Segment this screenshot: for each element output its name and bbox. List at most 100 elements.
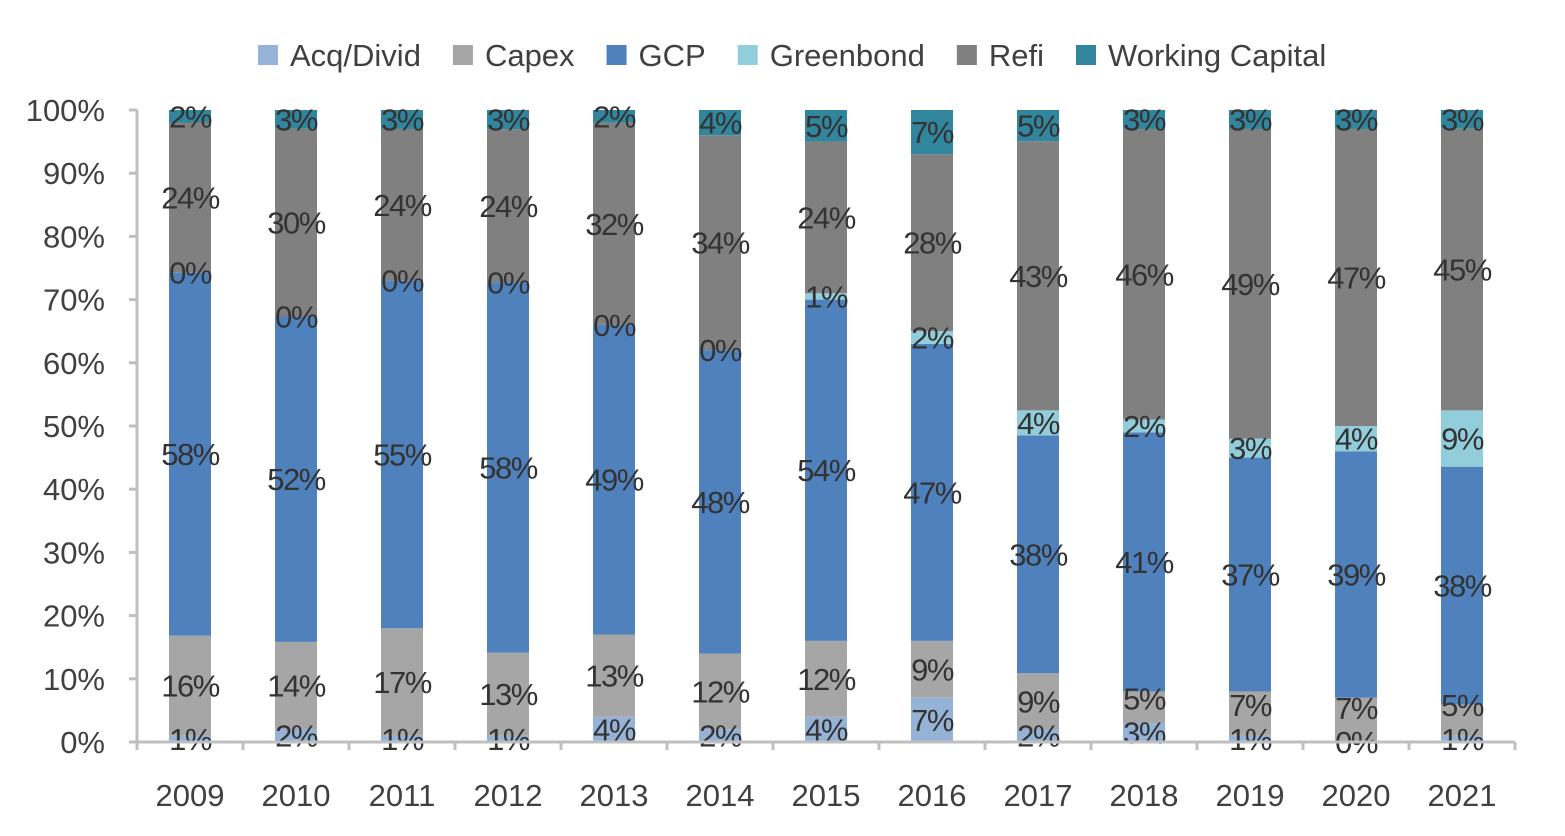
bar-segment-greenbond xyxy=(1441,410,1483,467)
y-tick-label: 40% xyxy=(43,472,105,507)
x-tick-label: 2019 xyxy=(1216,778,1285,813)
legend-item: Refi xyxy=(956,38,1044,73)
bar-segment-gcp xyxy=(169,272,211,636)
bar-segment-capex xyxy=(593,634,635,717)
data-label: 3% xyxy=(1123,716,1166,751)
bar-segment-refi xyxy=(1123,128,1165,420)
bar-stack-2015: 4%12%54%1%24%5% xyxy=(797,109,857,748)
bar-stack-2021: 1%5% 38% 9% 45% 3% xyxy=(1433,102,1493,757)
y-tick-label: 90% xyxy=(43,156,105,191)
data-label: 38% xyxy=(1009,537,1067,572)
bar-segment-working-capital xyxy=(1441,110,1483,129)
bar-segment-gcp xyxy=(275,316,317,642)
legend-item: Greenbond xyxy=(737,38,925,73)
bar-segment-capex xyxy=(1017,673,1059,730)
data-label: 4% xyxy=(699,106,742,141)
data-label: 49% xyxy=(585,463,643,498)
data-label: 3% xyxy=(1441,102,1484,137)
legend-label: Greenbond xyxy=(770,38,925,73)
data-label: 58% xyxy=(479,450,537,485)
data-label: 3% xyxy=(275,102,318,137)
bar-segment-capex xyxy=(487,652,529,736)
bars: 1% 16% 58% 0% 24% 2% 2% 14% 52% 0% 30% 3% 1% 17% 55% 0%… xyxy=(161,99,1493,760)
y-tick-label: 70% xyxy=(43,283,105,318)
data-label: 47% xyxy=(1327,260,1385,295)
data-label: 2% xyxy=(593,99,636,134)
data-label: 28% xyxy=(903,226,961,261)
data-label: 12% xyxy=(691,674,749,709)
data-label: 1% xyxy=(381,722,424,757)
legend-item: GCP xyxy=(606,38,706,73)
data-label: 3% xyxy=(381,102,424,137)
bar-segment-gcp xyxy=(1441,466,1483,705)
data-label: 5% xyxy=(805,109,848,144)
bar-stack-2012: 1% 13% 58% 0% 24% 3% xyxy=(479,103,539,757)
data-label: 16% xyxy=(161,669,219,704)
bar-stack-2010: 2% 14% 52% 0% 30% 3% xyxy=(267,102,327,753)
bar-segment-gcp xyxy=(1017,435,1059,674)
bar-stack-2013: 4%13%49%0%32%2% xyxy=(585,99,645,747)
data-label: 37% xyxy=(1221,558,1279,593)
bar-segment-refi xyxy=(1441,128,1483,411)
legend: Acq/Divid Capex GCP Greenbond Refi Working Ca… xyxy=(258,38,1326,73)
bar-segment-working-capital xyxy=(593,110,635,123)
data-label: 2% xyxy=(1017,719,1060,754)
legend-label: Capex xyxy=(485,38,575,73)
bar-segment-gcp xyxy=(593,324,635,635)
y-axis: 0% 10% 20% 30% 40% 50% 60% 70% 80% 90% 100% xyxy=(26,93,139,760)
x-tick-label: 2010 xyxy=(262,778,331,813)
x-axis: 2009 2010 2011 2012 2013 2014 2015 2016 2017 2018… xyxy=(135,740,1517,813)
bar-segment-acq-divid xyxy=(275,729,317,742)
bar-segment-acq-divid xyxy=(699,729,741,742)
x-tick-label: 2011 xyxy=(369,778,436,813)
bar-segment-refi xyxy=(1335,128,1377,426)
data-label: 17% xyxy=(373,665,431,700)
bar-segment-capex xyxy=(1123,691,1165,724)
data-label: 24% xyxy=(479,189,537,224)
data-label: 0% xyxy=(593,308,636,343)
bar-segment-capex xyxy=(911,640,953,698)
data-label: 9% xyxy=(911,652,954,687)
bar-stack-2014: 2% 12% 48% 0% 34% 4% xyxy=(691,106,751,754)
data-label: 52% xyxy=(267,462,325,497)
bar-stack-2019: 1%7% 37% 3% 49% 3% xyxy=(1221,102,1281,756)
bar-segment-working-capital xyxy=(1017,110,1059,142)
data-label: 2% xyxy=(911,321,954,356)
bar-segment-working-capital xyxy=(911,110,953,155)
x-tick-label: 2013 xyxy=(580,778,649,813)
bar-segment-acq-divid xyxy=(805,716,847,742)
data-label: 1% xyxy=(1441,722,1484,757)
data-label: 7% xyxy=(1335,691,1378,726)
y-tick-label: 10% xyxy=(43,662,105,697)
bar-segment-capex xyxy=(169,635,211,736)
data-label: 3% xyxy=(1229,431,1272,466)
bar-segment-greenbond xyxy=(1017,410,1059,436)
bar-segment-acq-divid xyxy=(381,735,423,742)
legend-swatch xyxy=(606,45,627,65)
bar-segment-acq-divid xyxy=(1017,729,1059,742)
bar-segment-greenbond xyxy=(1229,438,1271,458)
legend-item: Capex xyxy=(452,38,575,73)
bar-segment-acq-divid xyxy=(1123,723,1165,742)
bar-segment-capex xyxy=(699,653,741,730)
x-tick-label: 2018 xyxy=(1110,778,1179,813)
legend-item: Working Capital xyxy=(1076,38,1326,73)
data-label: 43% xyxy=(1009,259,1067,294)
data-label: 58% xyxy=(161,437,219,472)
data-label: 24% xyxy=(161,181,219,216)
legend-swatch xyxy=(956,45,977,65)
x-tick-label: 2012 xyxy=(474,778,543,813)
data-label: 3% xyxy=(1123,102,1166,137)
bar-segment-greenbond xyxy=(911,331,953,344)
bar-stack-2009: 1% 16% 58% 0% 24% 2% xyxy=(161,99,221,757)
legend-swatch xyxy=(1076,45,1096,65)
bar-segment-refi xyxy=(169,122,211,273)
data-label: 2% xyxy=(699,719,742,754)
legend-label: Acq/Divid xyxy=(290,38,421,73)
data-label: 13% xyxy=(585,659,643,694)
bar-segment-refi xyxy=(487,129,529,283)
bar-segment-greenbond xyxy=(1335,426,1377,452)
legend-swatch xyxy=(737,45,758,65)
data-label: 3% xyxy=(487,103,530,138)
bar-segment-gcp xyxy=(1335,451,1377,698)
